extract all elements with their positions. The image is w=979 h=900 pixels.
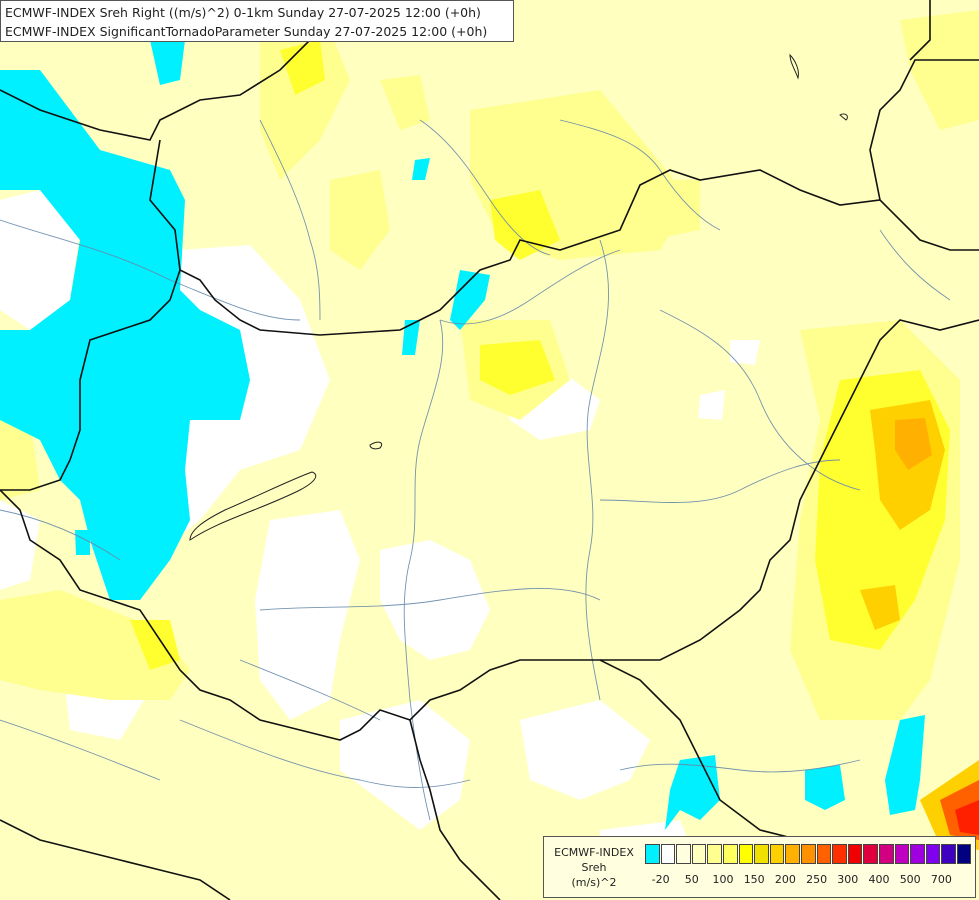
legend-swatch — [910, 844, 925, 864]
legend-tick-label: 500 — [899, 873, 921, 886]
legend-tick-label: 250 — [806, 873, 828, 886]
legend-label-line-2: Sreh — [581, 861, 607, 874]
map-title-line-2: ECMWF-INDEX SignificantTornadoParameter … — [5, 24, 488, 39]
legend-tick-label: 200 — [774, 873, 796, 886]
legend-swatch — [660, 844, 676, 864]
legend-swatches — [645, 844, 972, 864]
legend-label-line-3: (m/s)^2 — [571, 876, 617, 889]
legend-tick-label: -20 — [651, 873, 670, 886]
legend-tick-label: 300 — [837, 873, 859, 886]
legend-swatch — [800, 844, 816, 864]
legend-swatch — [894, 844, 910, 864]
legend-tick-label: 100 — [712, 873, 734, 886]
cyan-fields — [0, 40, 925, 830]
legend-swatch — [691, 844, 707, 864]
orange-core — [895, 418, 932, 470]
legend-swatch — [722, 844, 738, 864]
legend-tick-label: 50 — [684, 873, 699, 886]
map-title-box: ECMWF-INDEX Sreh Right ((m/s)^2) 0-1km S… — [0, 0, 514, 42]
legend-tick-label: 150 — [743, 873, 765, 886]
map-title-line-1: ECMWF-INDEX Sreh Right ((m/s)^2) 0-1km S… — [5, 5, 481, 20]
legend-swatch — [738, 844, 754, 864]
legend-swatch — [925, 844, 941, 864]
legend-ticks: -20 50 100 150 200 250 300 400 500 700 — [645, 873, 975, 889]
legend-swatch — [941, 844, 956, 864]
legend-swatch — [676, 844, 691, 864]
legend-swatch — [878, 844, 894, 864]
lakes — [189, 53, 848, 541]
red-hotspot — [920, 760, 979, 850]
legend-swatch — [832, 844, 847, 864]
legend-swatch — [645, 844, 660, 864]
rivers — [0, 119, 951, 821]
legend-swatch — [847, 844, 863, 864]
legend-swatch — [707, 844, 722, 864]
legend-swatch — [769, 844, 785, 864]
legend-swatch — [863, 844, 878, 864]
color-legend: ECMWF-INDEX Sreh (m/s)^2 -20 50 100 150 200 2… — [543, 836, 976, 898]
legend-swatch — [754, 844, 769, 864]
legend-tick-label: 400 — [868, 873, 890, 886]
legend-label-line-1: ECMWF-INDEX — [554, 846, 634, 859]
legend-swatch — [956, 844, 972, 864]
legend-tick-label: 700 — [930, 873, 952, 886]
legend-label: ECMWF-INDEX Sreh (m/s)^2 — [544, 845, 644, 890]
legend-swatch — [816, 844, 832, 864]
legend-swatch — [785, 844, 800, 864]
